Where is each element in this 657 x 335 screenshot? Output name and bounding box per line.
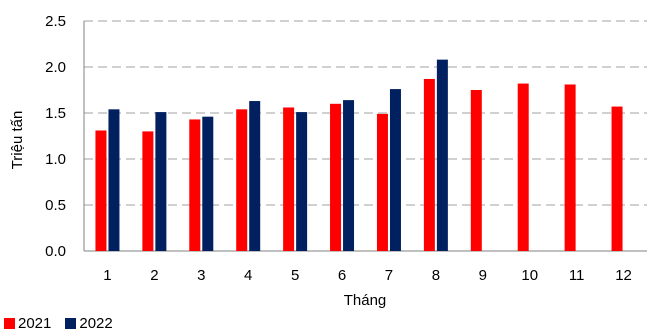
- bar-2021-month-9: [470, 90, 482, 251]
- x-tick-label: 10: [521, 267, 538, 284]
- bar-2021-month-4: [236, 109, 248, 251]
- x-tick-label: 6: [338, 267, 346, 284]
- bar-2021-month-3: [189, 119, 201, 251]
- legend-item-2021: 2021: [4, 315, 51, 332]
- bar-2022-month-3: [202, 116, 214, 252]
- bar-2022-month-4: [249, 101, 261, 251]
- y-axis-title: Triệu tấn: [9, 111, 26, 170]
- y-axis-ticks: 0.0 0.5 1.0 1.5 2.0 2.5: [45, 13, 66, 260]
- legend-label-2022: 2022: [79, 315, 113, 332]
- bar-2021-month-10: [517, 83, 529, 251]
- bar-2021-month-1: [95, 130, 107, 251]
- bar-2021-month-12: [611, 106, 623, 251]
- x-tick-label: 3: [197, 267, 205, 284]
- bar-2022-month-2: [155, 112, 167, 251]
- y-tick-label: 2.0: [45, 59, 66, 76]
- x-tick-label: 12: [615, 267, 632, 284]
- bar-2022-month-8: [436, 59, 448, 251]
- bar-2021-month-2: [142, 131, 154, 251]
- x-axis-ticks: 1 2 3 4 5 6 7 8 9 10 11 12: [103, 267, 632, 284]
- bar-2022-month-1: [108, 109, 120, 251]
- bar-2021-month-11: [564, 84, 576, 251]
- bar-2021-month-7: [376, 113, 388, 251]
- x-tick-label: 8: [432, 267, 440, 284]
- y-tick-label: 1.5: [45, 105, 66, 122]
- legend-swatch-2022: [65, 318, 77, 329]
- legend-swatch-2021: [4, 318, 15, 329]
- bars: [95, 59, 623, 252]
- legend: 2021 2022: [4, 315, 113, 332]
- bar-2022-month-5: [296, 112, 308, 251]
- bar-2022-month-7: [389, 89, 401, 251]
- gridlines: [83, 20, 647, 252]
- bar-2021-month-8: [423, 78, 435, 252]
- x-tick-label: 1: [103, 267, 111, 284]
- x-tick-label: 4: [244, 267, 252, 284]
- bar-2021-month-5: [283, 107, 295, 251]
- legend-label-2021: 2021: [18, 315, 52, 332]
- legend-item-2022: 2022: [65, 315, 113, 332]
- y-tick-label: 2.5: [45, 13, 66, 30]
- x-axis-title: Tháng: [344, 292, 387, 309]
- y-tick-label: 0.5: [45, 197, 66, 214]
- bar-2021-month-6: [330, 103, 342, 251]
- y-tick-label: 0.0: [45, 243, 66, 260]
- x-tick-label: 5: [291, 267, 299, 284]
- x-tick-label: 11: [569, 267, 585, 284]
- x-tick-label: 2: [150, 267, 158, 284]
- x-tick-label: 7: [385, 267, 393, 284]
- bar-2022-month-6: [343, 100, 355, 252]
- y-tick-label: 1.0: [45, 151, 66, 168]
- x-tick-label: 9: [479, 267, 487, 284]
